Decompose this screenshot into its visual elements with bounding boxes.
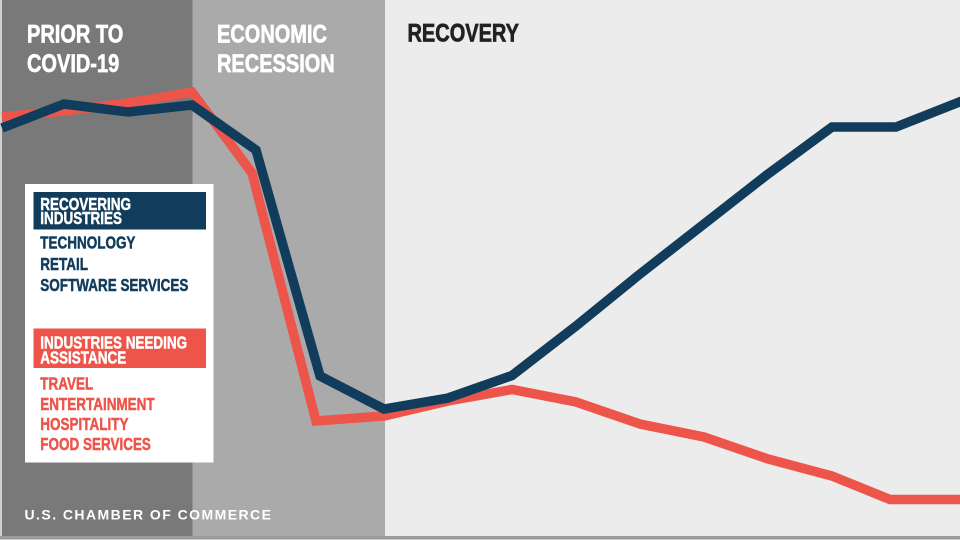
svg-text:PRIOR TO: PRIOR TO (27, 20, 123, 48)
svg-text:ASSISTANCE: ASSISTANCE (40, 349, 126, 368)
svg-text:ECONOMIC: ECONOMIC (217, 20, 327, 48)
svg-text:RETAIL: RETAIL (40, 255, 88, 274)
svg-text:FOOD SERVICES: FOOD SERVICES (40, 435, 151, 454)
svg-text:RECOVERY: RECOVERY (408, 19, 519, 47)
svg-text:COVID-19: COVID-19 (27, 50, 119, 78)
svg-text:HOSPITALITY: HOSPITALITY (40, 416, 129, 435)
svg-text:SOFTWARE SERVICES: SOFTWARE SERVICES (40, 277, 188, 296)
svg-text:U.S. CHAMBER OF COMMERCE: U.S. CHAMBER OF COMMERCE (25, 507, 273, 523)
svg-text:INDUSTRIES: INDUSTRIES (40, 209, 122, 228)
svg-text:TECHNOLOGY: TECHNOLOGY (40, 234, 136, 253)
svg-text:RECESSION: RECESSION (217, 50, 335, 78)
svg-text:TRAVEL: TRAVEL (40, 375, 93, 394)
svg-text:RECOVERING: RECOVERING (40, 196, 131, 215)
svg-text:INDUSTRIES NEEDING: INDUSTRIES NEEDING (40, 334, 187, 353)
svg-text:ENTERTAINMENT: ENTERTAINMENT (40, 395, 155, 414)
